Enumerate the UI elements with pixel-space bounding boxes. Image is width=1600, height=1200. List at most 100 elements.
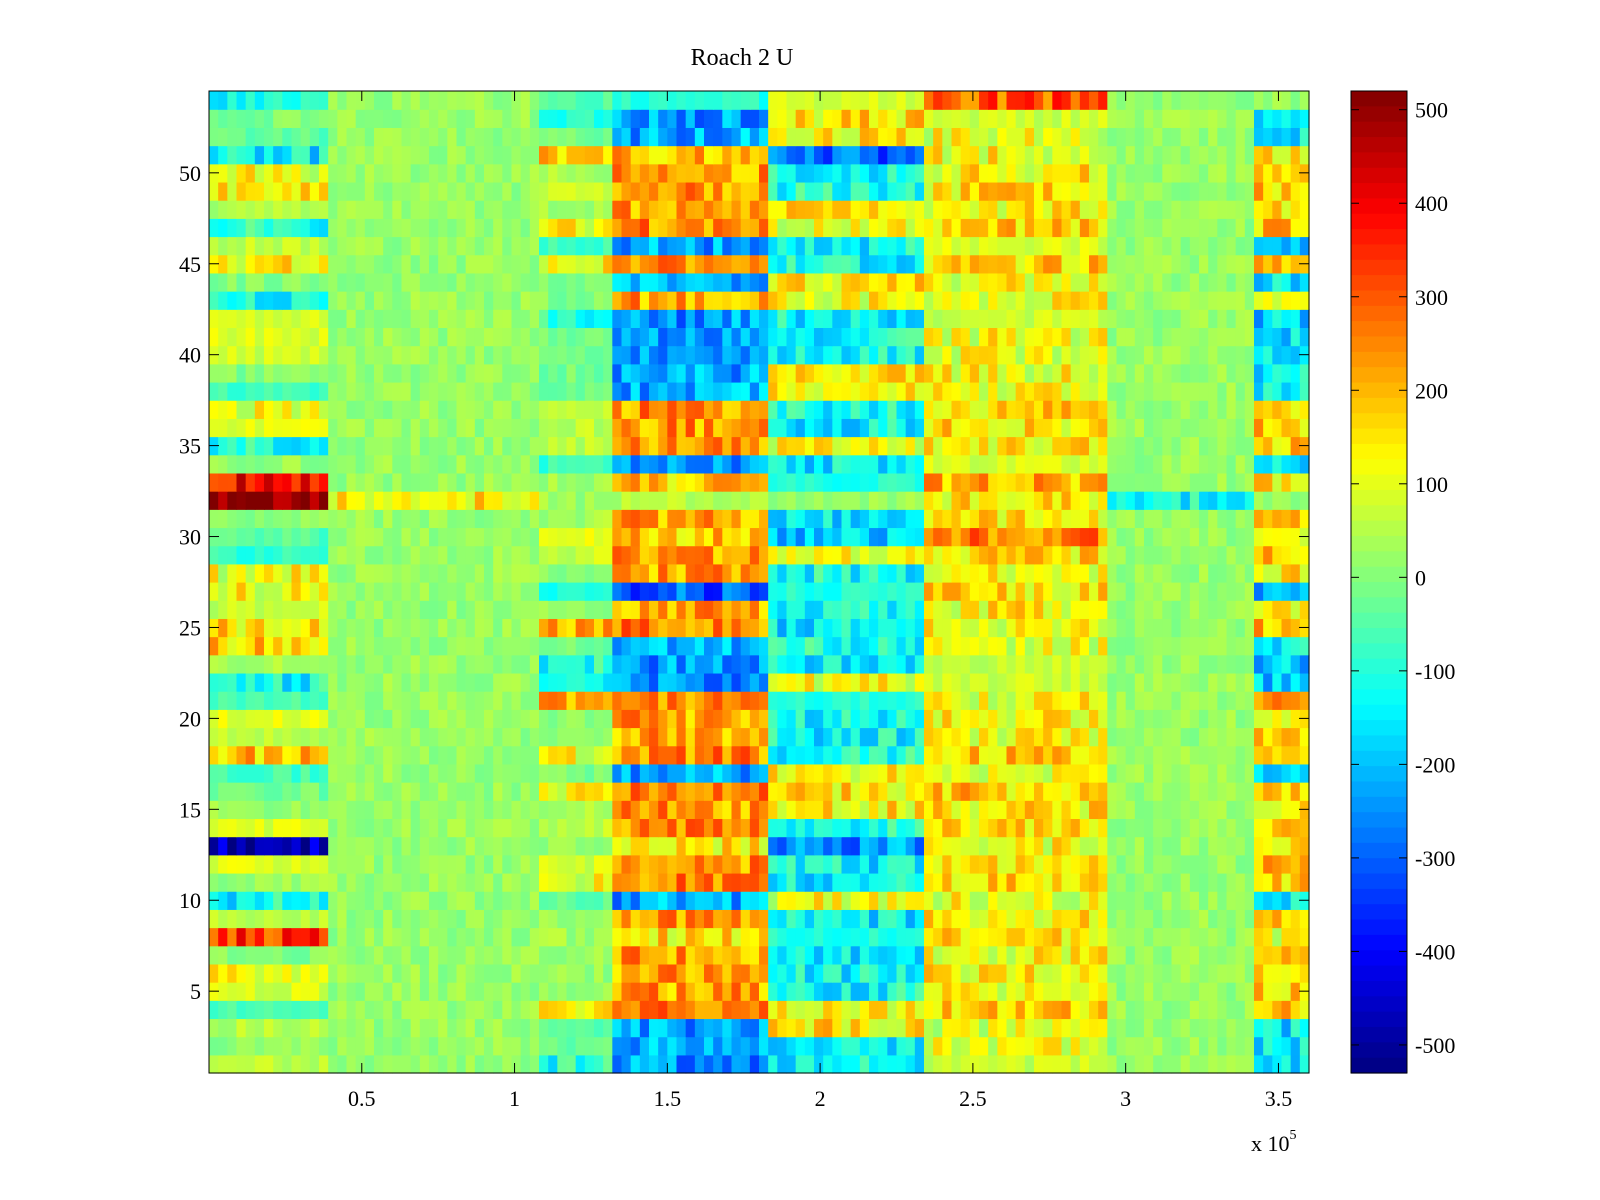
- heatmap-cell: [374, 400, 384, 419]
- heatmap-cell: [227, 927, 238, 947]
- heatmap-cell: [685, 1018, 696, 1038]
- heatmap-cell: [1052, 509, 1063, 529]
- heatmap-cell: [429, 854, 439, 874]
- heatmap-cell: [1171, 963, 1182, 983]
- heatmap-cell: [603, 709, 613, 729]
- heatmap-cell: [713, 545, 723, 565]
- heatmap-cell: [529, 654, 540, 674]
- heatmap-cell: [658, 600, 668, 619]
- heatmap-cell: [584, 454, 595, 474]
- heatmap-cell: [859, 945, 870, 965]
- heatmap-cell: [594, 1036, 604, 1056]
- heatmap-cell: [1208, 418, 1218, 438]
- heatmap-cell: [960, 400, 971, 419]
- heatmap-cell: [777, 618, 788, 638]
- heatmap-cell: [282, 600, 293, 619]
- heatmap-cell: [484, 800, 494, 820]
- heatmap-cell: [1299, 818, 1310, 838]
- heatmap-cell: [300, 309, 311, 329]
- heatmap-cell: [1070, 600, 1081, 619]
- heatmap-cell: [759, 654, 769, 674]
- heatmap-cell: [658, 818, 668, 838]
- heatmap-cell: [768, 763, 778, 783]
- heatmap-cell: [969, 491, 980, 510]
- heatmap-cell: [740, 654, 751, 674]
- heatmap-cell: [694, 381, 705, 401]
- heatmap-cell: [924, 763, 934, 783]
- heatmap-cell: [227, 381, 238, 401]
- heatmap-cell: [291, 381, 302, 401]
- heatmap-cell: [548, 836, 558, 856]
- heatmap-cell: [804, 636, 815, 656]
- heatmap-cell: [1299, 327, 1310, 347]
- heatmap-cell: [832, 327, 843, 347]
- heatmap-cell: [685, 745, 696, 765]
- heatmap-cell: [740, 782, 751, 801]
- heatmap-cell: [704, 345, 714, 365]
- heatmap-cell: [566, 945, 577, 965]
- heatmap-cell: [676, 1018, 687, 1038]
- heatmap-cell: [364, 909, 375, 929]
- heatmap-cell: [1089, 563, 1099, 583]
- heatmap-cell: [1006, 582, 1017, 601]
- heatmap-cell: [520, 891, 531, 910]
- heatmap-cell: [603, 727, 613, 747]
- heatmap-cell: [273, 745, 283, 765]
- heatmap-cell: [429, 636, 439, 656]
- heatmap-cell: [392, 563, 403, 583]
- heatmap-cell: [511, 327, 522, 347]
- heatmap-cell: [245, 836, 256, 856]
- heatmap-cell: [667, 1018, 678, 1038]
- heatmap-cell: [988, 836, 998, 856]
- heatmap-cell: [814, 1054, 824, 1074]
- heatmap-cell: [731, 418, 742, 438]
- heatmap-cell: [988, 1054, 998, 1074]
- heatmap-cell: [401, 491, 412, 510]
- heatmap-cell: [914, 454, 925, 474]
- heatmap-cell: [933, 872, 943, 892]
- heatmap-cell: [676, 782, 687, 801]
- heatmap-cell: [1089, 836, 1099, 856]
- heatmap-cell: [557, 400, 568, 419]
- heatmap-cell: [1290, 709, 1301, 729]
- heatmap-cell: [942, 672, 953, 692]
- heatmap-cell: [1199, 436, 1209, 456]
- heatmap-cell: [392, 618, 403, 638]
- heatmap-cell: [309, 727, 320, 747]
- heatmap-cell: [557, 563, 568, 583]
- heatmap-cell: [328, 327, 338, 347]
- heatmap-cell: [1263, 891, 1273, 910]
- heatmap-cell: [1226, 545, 1237, 565]
- heatmap-cell: [337, 1018, 348, 1038]
- heatmap-cell: [346, 672, 357, 692]
- heatmap-cell: [1162, 1054, 1173, 1074]
- heatmap-cell: [685, 836, 696, 856]
- heatmap-cell: [1281, 727, 1292, 747]
- heatmap-cell: [539, 672, 549, 692]
- heatmap-cell: [1024, 691, 1035, 710]
- heatmap-cell: [933, 945, 943, 965]
- heatmap-cell: [951, 472, 962, 492]
- heatmap-cell: [337, 963, 348, 983]
- heatmap-cell: [1015, 327, 1026, 347]
- heatmap-cell: [520, 691, 531, 710]
- heatmap-cell: [594, 982, 604, 1001]
- heatmap-cell: [1180, 472, 1191, 492]
- heatmap-cell: [1244, 454, 1255, 474]
- heatmap-cell: [502, 927, 513, 947]
- heatmap-cell: [539, 1018, 549, 1038]
- heatmap-cell: [456, 454, 467, 474]
- heatmap-cell: [383, 818, 393, 838]
- heatmap-cell: [410, 345, 421, 365]
- heatmap-cell: [309, 509, 320, 529]
- heatmap-cell: [1290, 418, 1301, 438]
- heatmap-cell: [264, 763, 274, 783]
- heatmap-cell: [960, 709, 971, 729]
- heatmap-cell: [777, 454, 788, 474]
- heatmap-cell: [245, 491, 256, 510]
- heatmap-cell: [676, 454, 687, 474]
- heatmap-cell: [291, 636, 302, 656]
- heatmap-cell: [236, 491, 247, 510]
- heatmap-cell: [658, 1018, 668, 1038]
- heatmap-cell: [575, 1018, 586, 1038]
